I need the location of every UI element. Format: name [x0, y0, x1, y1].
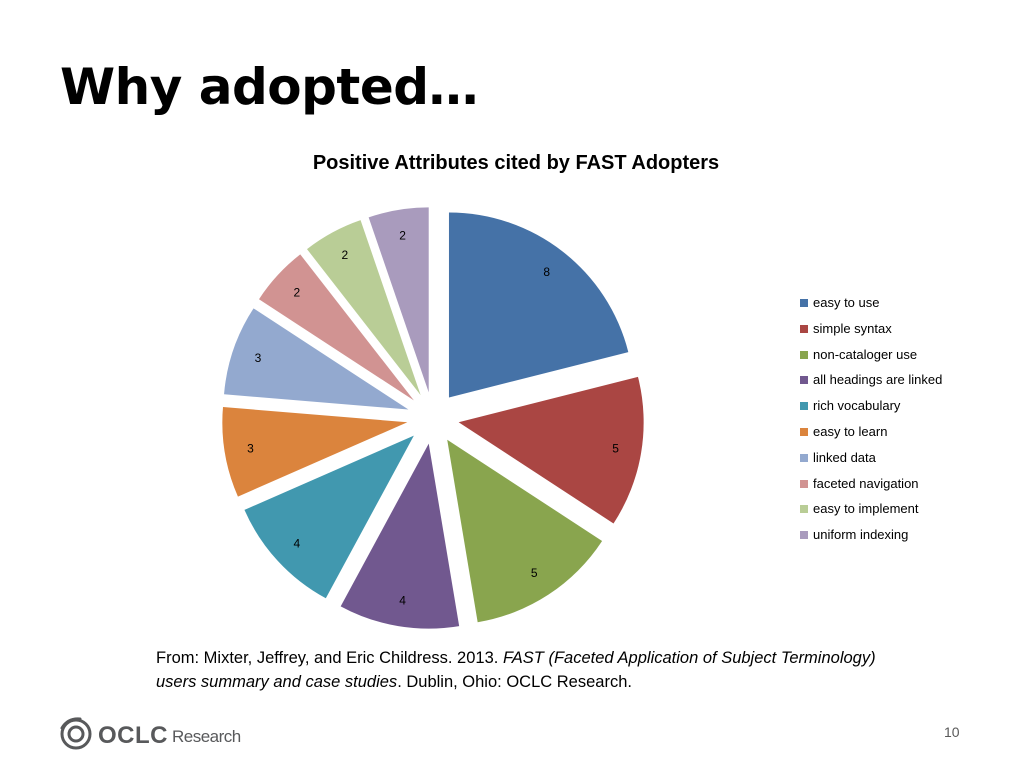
citation-prefix: From: Mixter, Jeffrey, and Eric Childres… [156, 649, 503, 667]
legend-label: all headings are linked [813, 372, 943, 388]
legend-swatch [800, 479, 808, 488]
legend-label: linked data [813, 449, 876, 465]
legend-swatch [800, 427, 808, 436]
legend-label: uniform indexing [813, 527, 909, 543]
data-label-rich-vocabulary: 4 [293, 536, 300, 550]
pie-slice-easy-to-implement [306, 220, 421, 396]
pie-slice-linked-data [224, 308, 409, 410]
legend-swatch [800, 299, 808, 307]
legend-item-uniform-indexing: uniform indexing [800, 526, 942, 552]
citation-title: FAST (Faceted Application of Subject Ter… [156, 649, 876, 691]
data-label-non-cataloger-use: 5 [531, 566, 538, 580]
legend-item-rich-vocabulary: rich vocabulary [800, 397, 942, 423]
data-label-easy-to-use: 8 [543, 265, 550, 279]
legend-label: easy to implement [813, 501, 919, 517]
data-label-linked-data: 3 [255, 351, 262, 365]
legend-item-simple-syntax: simple syntax [800, 320, 942, 346]
legend-swatch [800, 453, 808, 462]
data-label-easy-to-learn: 3 [247, 441, 254, 455]
pie-slice-easy-to-use [448, 212, 629, 398]
citation: From: Mixter, Jeffrey, and Eric Childres… [156, 646, 876, 694]
data-label-easy-to-implement: 2 [342, 248, 349, 262]
data-label-simple-syntax: 5 [612, 441, 619, 455]
legend-item-easy-to-implement: easy to implement [800, 500, 942, 526]
pie-slice-rich-vocabulary [244, 435, 414, 599]
oclc-logo-icon [60, 717, 92, 750]
pie-slice-faceted-navigation [258, 254, 414, 401]
logo-brand: OCLC [98, 722, 168, 749]
pie-slice-uniform-indexing [368, 207, 429, 393]
pie-slice-non-cataloger-use [447, 439, 603, 623]
legend-item-all-headings-are-linked: all headings are linked [800, 371, 942, 397]
legend-label: easy to learn [813, 423, 888, 439]
legend-swatch [800, 505, 808, 514]
slide-title: Why adopted… [60, 58, 479, 116]
oclc-research-logo: OCLC Research [58, 714, 241, 750]
legend-swatch [800, 324, 808, 333]
logo-suffix: Research [172, 727, 241, 746]
data-label-all-headings-are-linked: 4 [399, 594, 406, 608]
legend-label: non-cataloger use [813, 346, 918, 362]
legend-swatch [800, 402, 808, 411]
pie-slice-all-headings-are-linked [340, 443, 460, 629]
chart-legend: easy to use simple syntax non-cataloger us… [800, 294, 942, 552]
legend-item-linked-data: linked data [800, 449, 942, 475]
page-number: 10 [944, 724, 960, 740]
pie-slice-simple-syntax [458, 376, 644, 524]
data-label-uniform-indexing: 2 [399, 228, 406, 242]
legend-item-faceted-navigation: faceted navigation [800, 475, 942, 501]
legend-swatch [800, 376, 808, 385]
legend-item-easy-to-use: easy to use [800, 294, 942, 320]
legend-swatch [800, 350, 808, 359]
pie-chart: 8 5 5 4 4 3 3 2 2 2 [222, 207, 644, 629]
legend-label: simple syntax [813, 320, 892, 336]
pie-slice-easy-to-learn [222, 407, 408, 497]
legend-label: faceted navigation [813, 475, 919, 491]
legend-label: easy to use [813, 295, 880, 310]
chart-title: Positive Attributes cited by FAST Adopte… [312, 152, 720, 174]
legend-swatch [800, 531, 808, 540]
legend-item-non-cataloger-use: non-cataloger use [800, 346, 942, 372]
data-label-faceted-navigation: 2 [293, 286, 300, 300]
legend-item-easy-to-learn: easy to learn [800, 423, 942, 449]
citation-suffix: . Dublin, Ohio: OCLC Research. [397, 673, 632, 691]
legend-label: rich vocabulary [813, 398, 901, 414]
